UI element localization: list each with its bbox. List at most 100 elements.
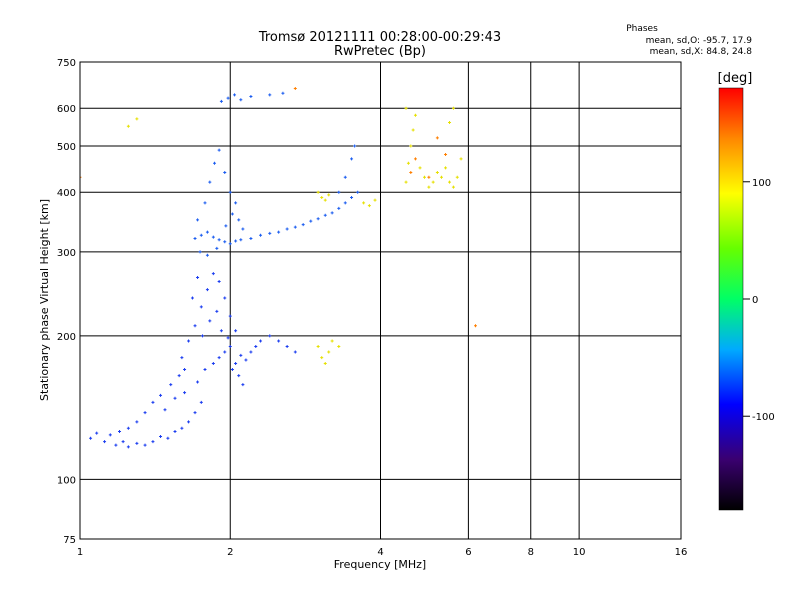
data-point <box>239 353 243 357</box>
data-point <box>196 380 200 384</box>
data-point <box>223 240 227 244</box>
data-point <box>205 253 209 257</box>
data-point <box>203 367 207 371</box>
data-point <box>199 400 203 404</box>
data-point <box>208 180 212 184</box>
data-point <box>234 201 238 205</box>
data-point <box>406 161 410 165</box>
data-point <box>234 329 238 333</box>
data-point <box>343 201 347 205</box>
data-point <box>249 350 253 354</box>
data-point <box>268 231 272 235</box>
colorbar-tick-label: 0 <box>752 295 758 306</box>
data-point <box>330 339 334 343</box>
data-point <box>114 443 118 447</box>
data-point <box>362 201 366 205</box>
data-point <box>409 144 413 148</box>
data-point <box>316 217 320 221</box>
y-tick-label: 100 <box>57 475 76 486</box>
data-point <box>431 180 435 184</box>
data-point <box>320 195 324 199</box>
data-point <box>89 436 93 440</box>
x-tick-label: 16 <box>675 547 688 558</box>
x-tick-label: 2 <box>227 547 233 558</box>
data-point <box>427 175 431 179</box>
data-point <box>126 426 130 430</box>
data-point <box>135 441 139 445</box>
data-point <box>196 218 200 222</box>
data-point <box>108 433 112 437</box>
x-axis-label: Frequency [MHz] <box>334 558 426 571</box>
data-point <box>301 223 305 227</box>
data-point <box>135 117 139 121</box>
stats-heading: Phases <box>626 24 658 34</box>
data-point <box>293 350 297 354</box>
data-point <box>205 230 209 234</box>
data-point <box>249 94 253 98</box>
data-point <box>201 334 205 338</box>
data-point <box>259 339 263 343</box>
data-point <box>323 213 327 217</box>
data-point <box>203 201 207 205</box>
data-point <box>159 435 163 439</box>
data-point <box>159 393 163 397</box>
data-point <box>219 329 223 333</box>
y-tick-label: 75 <box>63 535 76 546</box>
plot-frame <box>79 61 682 540</box>
stats-line-o: mean, sd,O: -95.7, 17.9 <box>646 36 753 46</box>
data-point <box>350 195 354 199</box>
data-point <box>444 166 448 170</box>
data-point <box>327 350 331 354</box>
data-point <box>198 250 202 254</box>
data-point <box>230 212 234 216</box>
data-point <box>234 239 238 243</box>
colorbar-tick-label: 100 <box>752 178 771 189</box>
data-point <box>190 296 194 300</box>
data-point <box>121 440 125 444</box>
data-point <box>226 96 230 100</box>
data-point <box>435 170 439 174</box>
data-point <box>183 367 187 371</box>
data-point <box>187 420 191 424</box>
data-point <box>268 93 272 97</box>
data-point <box>451 106 455 110</box>
data-point <box>163 408 167 412</box>
colorbar-tick-label: -100 <box>752 412 775 423</box>
data-point <box>309 219 313 223</box>
data-point <box>228 242 232 246</box>
data-point <box>193 324 197 328</box>
data-point <box>233 93 237 97</box>
data-point <box>199 305 203 309</box>
data-point <box>219 99 223 103</box>
data-point <box>237 374 241 378</box>
data-point <box>285 227 289 231</box>
data-point <box>330 211 334 215</box>
data-point <box>211 361 215 365</box>
data-point <box>239 98 243 102</box>
data-point <box>166 436 170 440</box>
data-point <box>237 218 241 222</box>
data-point <box>223 350 227 354</box>
data-point <box>316 190 320 194</box>
data-point <box>337 190 341 194</box>
data-point <box>230 367 234 371</box>
data-point <box>444 152 448 156</box>
data-point <box>422 175 426 179</box>
data-point <box>223 170 227 174</box>
data-point <box>226 336 230 340</box>
x-axis-ticks: 1 2 4 6 8 10 16 <box>77 547 688 558</box>
data-point <box>239 238 243 242</box>
data-point <box>427 185 431 189</box>
data-point <box>228 344 232 348</box>
data-point <box>228 190 232 194</box>
data-point <box>215 309 219 313</box>
data-point <box>259 233 263 237</box>
data-point <box>293 225 297 229</box>
data-point <box>413 157 417 161</box>
data-point <box>228 314 232 318</box>
data-point <box>196 276 200 280</box>
data-point <box>143 411 147 415</box>
y-tick-label: 750 <box>57 58 76 69</box>
y-tick-label: 500 <box>57 142 76 153</box>
